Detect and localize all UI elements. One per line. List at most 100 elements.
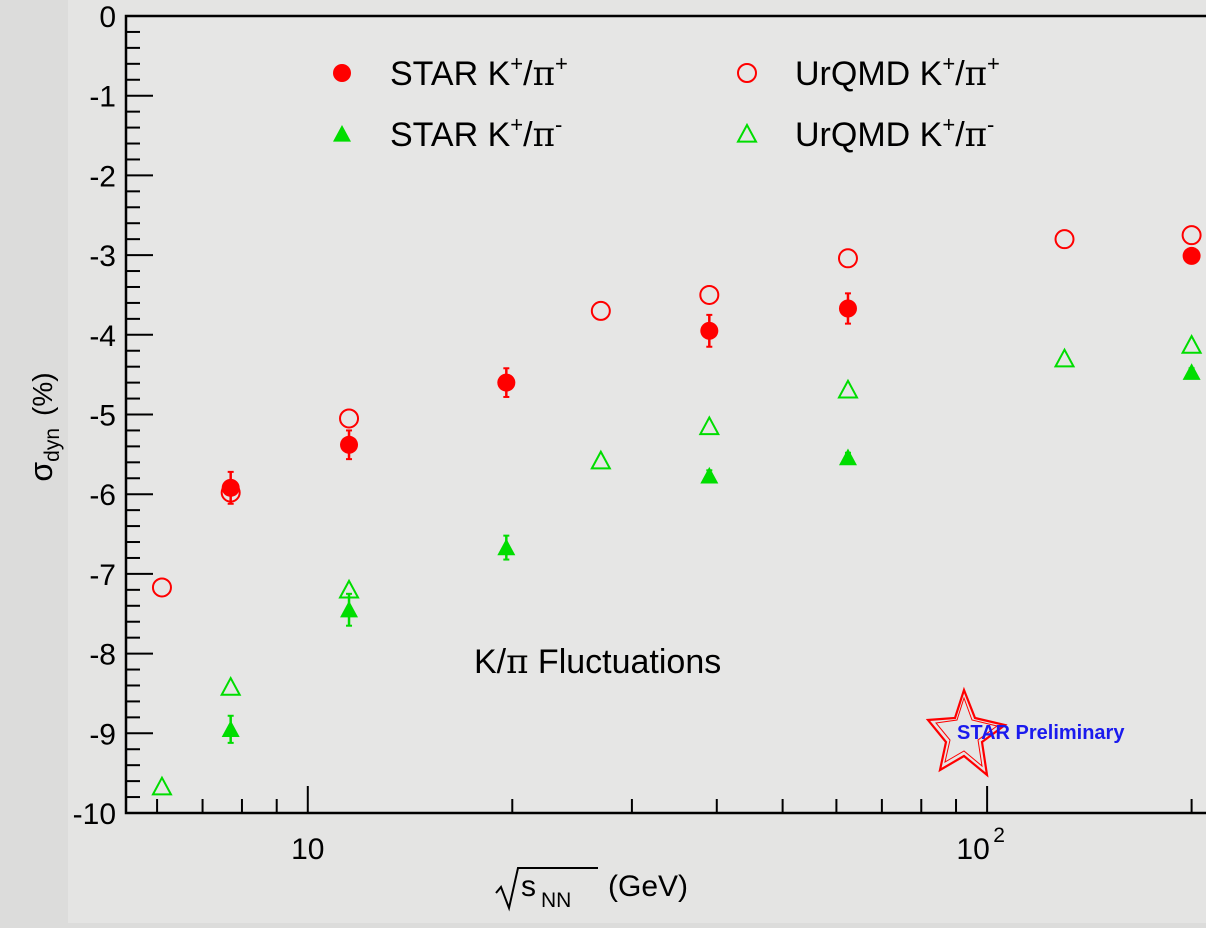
legend-label-part: /	[523, 116, 533, 154]
data-point	[837, 378, 859, 399]
star-logo: STAR Preliminary	[925, 686, 1125, 778]
legend-label-part: -	[555, 112, 562, 137]
y-label-subscript: dyn	[41, 428, 64, 462]
data-point	[700, 321, 719, 340]
legend-label-part: π	[965, 54, 987, 94]
data-point	[338, 578, 360, 599]
series-2	[151, 225, 1202, 598]
data-point	[838, 448, 857, 466]
data-point	[590, 449, 612, 470]
data-marks	[151, 225, 1203, 796]
legend-label-part: STAR K	[390, 116, 511, 154]
data-point	[151, 775, 173, 796]
legend-label-part: +	[942, 51, 955, 76]
data-point	[699, 284, 720, 305]
legend-marker	[333, 125, 351, 142]
legend-label: STAR K+/π-	[390, 112, 562, 155]
legend-item: STAR K+/π-	[333, 112, 562, 155]
legend-marker	[333, 64, 351, 82]
star-icon	[925, 686, 1008, 778]
y-tick-label: -8	[89, 639, 116, 672]
legend-label-part: UrQMD K	[795, 116, 943, 154]
legend-label-part: /	[955, 116, 965, 154]
x-label-subscript: NN	[541, 889, 571, 912]
y-label-unit: (%)	[27, 372, 58, 416]
legend-label-part: π	[533, 115, 555, 155]
star-inner-icon	[935, 696, 999, 768]
data-point	[220, 482, 241, 503]
legend-label: UrQMD K+/π+	[795, 51, 1000, 94]
legend-label-part: +	[510, 112, 523, 137]
svg-text:σdyn(%): σdyn (%)	[23, 372, 64, 481]
data-point	[1053, 347, 1076, 368]
annotation-suffix: Fluctuations	[528, 643, 721, 681]
data-point	[151, 577, 172, 598]
legend-label-part: +	[555, 51, 568, 76]
x-label-unit: (GeV)	[608, 870, 688, 903]
data-point	[339, 408, 360, 429]
y-axis: 0 -1 -2 -3 -4 -5 -6 -7 -8 -9 -10	[73, 1, 153, 831]
legend-item: STAR K+/π+	[333, 51, 568, 94]
legend-marker	[736, 122, 758, 143]
x-axis-label: s NN (GeV)	[495, 867, 688, 912]
data-point	[1182, 246, 1201, 265]
legend-marker	[737, 63, 757, 83]
data-point	[1182, 363, 1201, 380]
series-0	[221, 246, 1201, 505]
sqrt-symbol	[495, 867, 598, 912]
plot-frame	[124, 14, 1206, 815]
data-point	[698, 415, 720, 436]
series-3	[151, 334, 1203, 796]
legend-item: UrQMD K+/π-	[736, 112, 994, 155]
data-point	[1180, 334, 1203, 354]
y-tick-label: -4	[89, 320, 116, 353]
legend-label-part: +	[987, 51, 1000, 76]
data-point	[340, 435, 359, 454]
series-1	[221, 363, 1201, 744]
legend-label-part: UrQMD K	[795, 55, 943, 93]
legend-label-part: π	[533, 54, 555, 94]
data-point	[497, 538, 516, 556]
data-point	[1181, 225, 1202, 246]
data-point	[220, 675, 242, 696]
legend-label-part: +	[942, 112, 955, 137]
legend-label-part: π	[965, 115, 987, 155]
data-point	[1054, 229, 1075, 250]
legend-label: STAR K+/π+	[390, 51, 568, 94]
y-tick-label: -5	[89, 400, 116, 433]
y-tick-label: -6	[89, 479, 116, 512]
legend-label-part: STAR K	[390, 55, 511, 93]
x-tick-label: 10	[956, 833, 989, 866]
y-tick-label: -9	[89, 718, 116, 751]
logo-text: STAR Preliminary	[957, 722, 1125, 744]
legend: STAR K+/π+STAR K+/π-UrQMD K+/π+UrQMD K+/…	[333, 51, 1000, 155]
legend-label-part: /	[523, 55, 533, 93]
legend-label-part: +	[510, 51, 523, 76]
annotation-pi: π	[506, 642, 528, 682]
annotation-prefix: K/	[474, 643, 507, 681]
annotation-text: K/π Fluctuations	[474, 642, 721, 682]
y-tick-label: -1	[89, 81, 116, 114]
x-tick-label-exponent: 2	[993, 824, 1005, 847]
legend-label: UrQMD K+/π-	[795, 112, 994, 155]
y-tick-label: -10	[73, 798, 116, 831]
data-point	[221, 720, 240, 737]
y-tick-label: -2	[89, 160, 116, 193]
legend-item: UrQMD K+/π+	[737, 51, 1000, 94]
y-tick-label: -7	[89, 559, 116, 592]
legend-label-part: -	[987, 112, 994, 137]
data-point	[837, 248, 858, 269]
y-tick-label: -3	[89, 240, 116, 273]
x-label-s: s	[521, 870, 536, 903]
data-point	[497, 373, 516, 392]
data-point	[221, 478, 240, 497]
x-axis: 10 10 2	[156, 786, 1193, 866]
data-point	[700, 466, 719, 484]
y-tick-label: 0	[99, 1, 116, 34]
legend-label-part: /	[955, 55, 965, 93]
data-point	[838, 299, 857, 318]
y-label-sigma: σ	[23, 462, 59, 482]
data-point	[340, 600, 359, 618]
